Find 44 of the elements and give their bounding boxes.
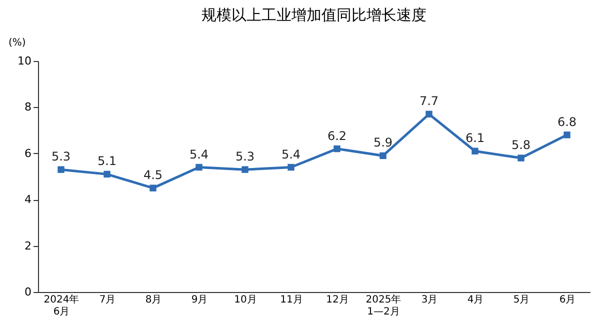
point bbox=[564, 132, 570, 138]
x-tick-label: 5月 bbox=[513, 294, 530, 306]
y-tick-label: 4 bbox=[24, 193, 32, 206]
x-tick-label: 2024年 6月 bbox=[44, 294, 80, 318]
y-tick-label: 0 bbox=[24, 286, 32, 298]
x-tick-label: 3月 bbox=[421, 294, 438, 306]
x-tick-label: 2025年 1—2月 bbox=[366, 294, 402, 318]
point bbox=[242, 166, 248, 173]
data-label: 6.8 bbox=[557, 114, 577, 129]
chart-title: 规模以上工业增加值同比增长速度 bbox=[202, 6, 426, 24]
x-tick-label: 10月 bbox=[234, 294, 257, 306]
data-label: 4.5 bbox=[143, 168, 163, 182]
data-label: 5.3 bbox=[235, 150, 255, 164]
x-tick-label: 11月 bbox=[280, 294, 303, 306]
data-label: 7.7 bbox=[419, 94, 439, 108]
point bbox=[150, 184, 156, 192]
data-label: 5.4 bbox=[189, 147, 209, 162]
data-label: 6.2 bbox=[327, 128, 347, 143]
y-axis-title: (%) bbox=[8, 38, 26, 48]
data-label: 5.9 bbox=[373, 136, 393, 150]
point bbox=[196, 164, 202, 171]
y-tick-label: 6 bbox=[24, 146, 32, 160]
point bbox=[288, 164, 294, 171]
y-tick-label: 8 bbox=[24, 100, 32, 114]
data-label: 5.3 bbox=[51, 150, 71, 164]
point bbox=[472, 148, 478, 154]
y-tick-label: 10 bbox=[18, 54, 32, 68]
point bbox=[58, 166, 64, 173]
point bbox=[426, 110, 432, 118]
point bbox=[104, 170, 110, 178]
y-tick-label: 2 bbox=[24, 239, 32, 252]
data-label: 5.1 bbox=[97, 154, 117, 168]
x-tick-label: 12月 bbox=[326, 294, 349, 306]
point bbox=[334, 145, 340, 152]
x-tick-label: 7月 bbox=[99, 294, 116, 306]
data-label: 5.4 bbox=[281, 147, 301, 162]
point bbox=[518, 154, 524, 162]
point bbox=[380, 152, 386, 160]
x-tick-label: 6月 bbox=[559, 294, 576, 306]
x-tick-label: 9月 bbox=[191, 294, 208, 306]
data-label: 5.8 bbox=[511, 138, 531, 152]
x-tick-label: 4月 bbox=[467, 294, 484, 306]
x-tick-label: 8月 bbox=[145, 294, 162, 306]
data-label: 6.1 bbox=[465, 131, 485, 146]
